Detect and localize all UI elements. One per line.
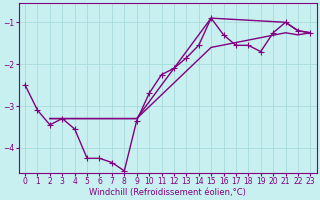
X-axis label: Windchill (Refroidissement éolien,°C): Windchill (Refroidissement éolien,°C) [89, 188, 246, 197]
